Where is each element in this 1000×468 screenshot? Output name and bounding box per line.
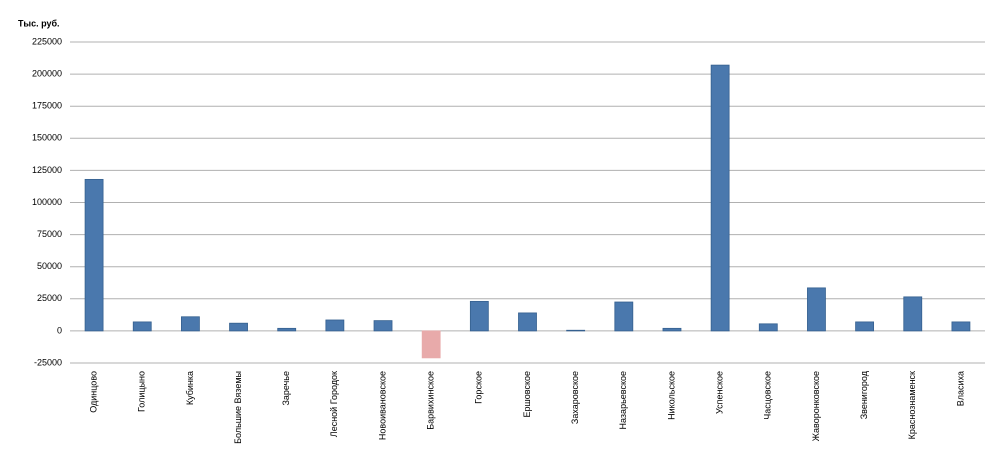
x-tick-label: Одинцово (88, 371, 98, 413)
x-tick-label: Назарьевское (618, 371, 628, 429)
bar (903, 296, 923, 332)
y-tick-label: 50000 (37, 261, 62, 271)
bar (662, 327, 682, 332)
x-tick-label: Горское (474, 371, 484, 404)
y-tick-label: -25000 (34, 357, 62, 367)
x-tick-label: Голицыно (137, 371, 147, 412)
x-tick-label: Барвихинское (426, 371, 436, 430)
bar (566, 329, 586, 332)
y-tick-label: 175000 (32, 101, 62, 111)
bar (518, 312, 537, 332)
bar (229, 322, 248, 332)
bar (373, 320, 393, 332)
bar (132, 321, 152, 332)
x-tick-label: Новоивановское (377, 371, 387, 440)
bar (469, 300, 489, 332)
x-tick-label: Кубинка (185, 371, 195, 405)
bar (807, 287, 826, 332)
y-tick-label: 225000 (32, 36, 62, 46)
y-axis-label: Тыс. руб. (18, 18, 60, 28)
y-tick-label: 25000 (37, 293, 62, 303)
bar (614, 301, 634, 332)
x-tick-label: Большие Вяземы (233, 371, 243, 444)
y-tick-label: 125000 (32, 165, 62, 175)
x-tick-label: Ершовское (522, 371, 532, 417)
x-tick-label: Часцовское (763, 371, 773, 420)
y-tick-label: 100000 (32, 197, 62, 207)
bar (180, 316, 200, 332)
bar (951, 321, 971, 332)
x-tick-label: Жаворонковское (811, 371, 821, 441)
x-tick-label: Захаровское (570, 371, 580, 424)
x-tick-label: Лесной Городок (329, 371, 339, 437)
x-tick-label: Краснознаменск (907, 371, 917, 439)
bar (710, 64, 730, 332)
x-tick-label: Звенигород (859, 370, 869, 419)
bar (325, 319, 345, 332)
y-tick-label: 0 (57, 325, 62, 335)
x-tick-label: Никольское (666, 371, 676, 420)
bar (855, 321, 875, 332)
bar (758, 323, 778, 332)
y-tick-label: 75000 (37, 229, 62, 239)
x-tick-label: Успенское (715, 371, 725, 414)
bar (84, 178, 104, 332)
bar (421, 330, 441, 359)
x-tick-label: Заречье (281, 371, 291, 406)
y-tick-label: 150000 (32, 133, 62, 143)
bar (277, 327, 297, 332)
y-tick-label: 200000 (32, 68, 62, 78)
x-tick-label: Власиха (955, 371, 965, 406)
